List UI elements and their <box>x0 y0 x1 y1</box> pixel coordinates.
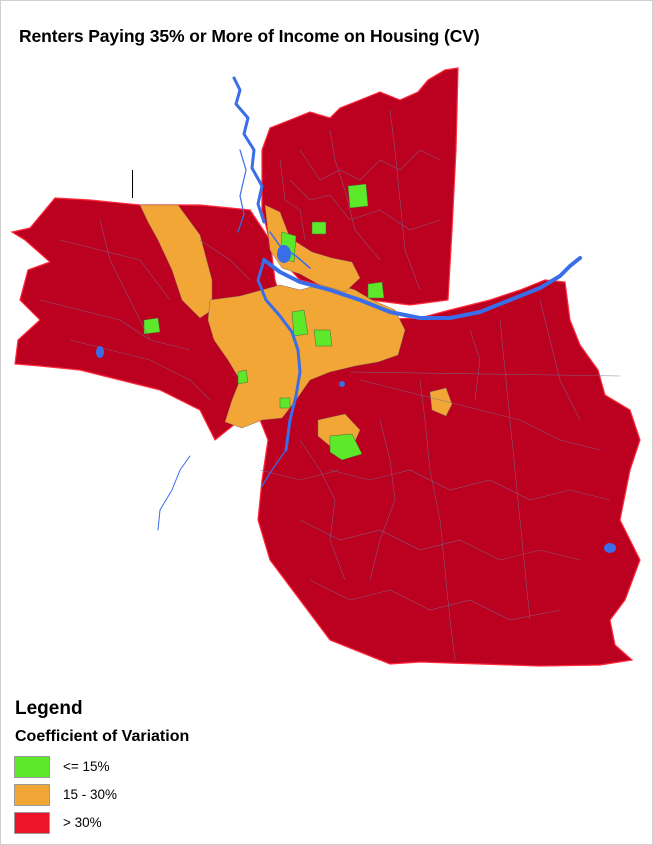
tract-green-4 <box>367 281 385 299</box>
tract-green-5 <box>143 317 161 335</box>
legend-swatch-green <box>14 756 50 778</box>
tract-green-8 <box>329 433 363 461</box>
legend-subtitle: Coefficient of Variation <box>15 728 190 745</box>
tract-green-6 <box>291 309 309 337</box>
tract-green-2 <box>311 221 327 235</box>
tract-green-9 <box>237 369 249 385</box>
water-features <box>157 76 582 531</box>
legend-label-medium: 15 - 30% <box>63 787 118 802</box>
river-west-bend <box>256 258 302 452</box>
north-tick-mark <box>132 170 133 198</box>
tract-orange-nw <box>139 204 213 319</box>
lakes <box>96 245 616 553</box>
tract-green-10 <box>279 397 291 409</box>
river-south <box>261 449 287 487</box>
tract-green-7 <box>313 329 333 347</box>
tract-boundaries <box>39 109 621 661</box>
river-north <box>232 76 266 224</box>
lake-vancouver <box>277 245 291 263</box>
legend-label-low: <= 15% <box>63 759 110 774</box>
legend-label-high: > 30% <box>63 815 102 830</box>
map-title: Renters Paying 35% or More of Income on … <box>19 26 480 46</box>
region-low-cv <box>143 183 385 461</box>
lake-small <box>339 381 345 387</box>
river-sw <box>157 455 191 531</box>
river-main <box>262 256 582 320</box>
legend-swatch-red <box>14 812 50 834</box>
tract-orange-east <box>429 387 453 417</box>
lake-west <box>96 346 104 358</box>
tract-green-1 <box>347 183 369 209</box>
legend-title: Legend <box>15 698 83 719</box>
lake-east <box>604 543 616 553</box>
region-east <box>257 279 641 667</box>
river-north-branch <box>237 149 247 233</box>
legend-swatch-orange <box>14 784 50 806</box>
